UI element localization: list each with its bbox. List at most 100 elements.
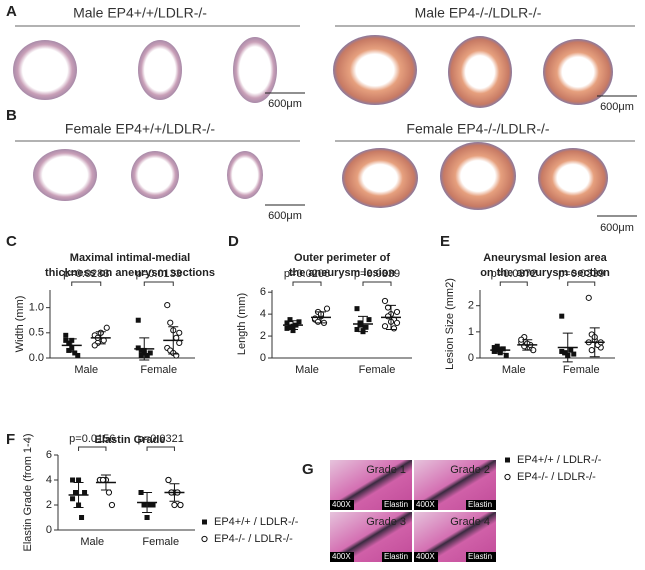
sd-bar bbox=[139, 337, 150, 361]
tag-bg bbox=[330, 500, 354, 510]
scale-label: 600μm bbox=[600, 222, 634, 234]
x-tick-label: Male bbox=[502, 364, 526, 376]
sd-bar bbox=[100, 474, 111, 491]
point bbox=[568, 347, 574, 353]
point bbox=[290, 328, 296, 334]
point bbox=[287, 317, 293, 323]
p-value: p=0.0339 bbox=[558, 268, 604, 280]
y-tick-label: 2 bbox=[46, 499, 52, 511]
chart-title: Aneurysmal lesion area bbox=[483, 252, 607, 264]
y-tick-label: 4 bbox=[260, 308, 266, 320]
point bbox=[171, 501, 178, 509]
point bbox=[135, 345, 141, 351]
p-value: p=0.0372 bbox=[491, 268, 537, 280]
y-axis-label: Width (mm) bbox=[14, 296, 26, 353]
y-tick-label: 1 bbox=[468, 326, 474, 338]
significance-bracket bbox=[567, 281, 596, 286]
chart-title: Outer perimeter of bbox=[294, 252, 390, 264]
point bbox=[588, 347, 595, 354]
sd-bar bbox=[169, 483, 180, 502]
legend-marker bbox=[201, 535, 208, 543]
point bbox=[366, 317, 372, 323]
point bbox=[357, 322, 363, 328]
panel-label: G bbox=[302, 461, 314, 478]
sd-bar bbox=[589, 327, 600, 358]
point bbox=[164, 302, 171, 309]
sd-bar bbox=[288, 320, 298, 330]
y-tick-label: 4 bbox=[46, 474, 52, 486]
point bbox=[494, 343, 500, 349]
point bbox=[296, 319, 302, 325]
sd-bar bbox=[168, 326, 179, 355]
group-title: Male EP4+/+/LDLR-/- bbox=[73, 5, 207, 21]
magnification: 400X bbox=[332, 552, 351, 561]
y-axis-label: Length (mm) bbox=[236, 293, 248, 355]
point bbox=[500, 346, 506, 352]
y-tick-label: 6 bbox=[46, 449, 52, 461]
y-tick-label: 2 bbox=[260, 330, 266, 342]
group-title: Female EP4+/+/LDLR-/- bbox=[65, 121, 216, 137]
tag-bg bbox=[382, 500, 412, 510]
point bbox=[70, 496, 76, 502]
p-value: p=0.0339 bbox=[354, 268, 400, 280]
tag-bg bbox=[414, 552, 438, 562]
point bbox=[144, 515, 150, 520]
group-title: Male EP4-/-/LDLR-/- bbox=[415, 5, 542, 21]
panel-label: D bbox=[228, 233, 239, 250]
scale-label: 600μm bbox=[268, 210, 302, 222]
tag-bg bbox=[382, 552, 412, 562]
tile-label: Grade 1 bbox=[366, 464, 406, 476]
sd-bar bbox=[142, 492, 153, 513]
x-tick-label: Male bbox=[80, 536, 104, 548]
tag-bg bbox=[466, 500, 496, 510]
tile-label: Grade 2 bbox=[450, 464, 490, 476]
point bbox=[138, 490, 144, 495]
section bbox=[131, 151, 179, 199]
section bbox=[538, 148, 608, 208]
section bbox=[440, 142, 516, 210]
point bbox=[135, 317, 141, 323]
point bbox=[381, 323, 389, 330]
point bbox=[73, 490, 79, 495]
chart-title: Maximal intimal-medial bbox=[70, 252, 190, 264]
x-tick-label: Male bbox=[74, 364, 98, 376]
point bbox=[63, 337, 69, 343]
p-value: p=0.0206 bbox=[284, 268, 330, 280]
stain: Elastin bbox=[468, 552, 492, 561]
point bbox=[103, 324, 110, 331]
section bbox=[448, 36, 512, 108]
significance-bracket bbox=[292, 281, 322, 286]
tag-bg bbox=[414, 500, 438, 510]
y-tick-label: 0.5 bbox=[29, 327, 44, 339]
x-tick-label: Female bbox=[359, 364, 396, 376]
x-tick-label: Male bbox=[295, 364, 319, 376]
sd-bar bbox=[95, 331, 106, 345]
point bbox=[354, 306, 360, 312]
panel-label: E bbox=[440, 233, 450, 250]
sd-bar bbox=[73, 482, 84, 508]
chart: C Maximal intimal-medial thickness on aneu… bbox=[6, 233, 215, 376]
p-value: p=0.0321 bbox=[138, 433, 184, 445]
significance-bracket bbox=[499, 281, 528, 286]
sd-bar bbox=[316, 311, 326, 324]
significance-bracket bbox=[362, 281, 392, 286]
legend-label: EP4-/- / LDLR-/- bbox=[517, 471, 596, 483]
magnification: 400X bbox=[332, 500, 351, 509]
legend-label: EP4+/+ / LDLR-/- bbox=[517, 454, 602, 466]
sd-bar bbox=[66, 338, 77, 353]
section bbox=[543, 39, 613, 105]
tile-label: Grade 4 bbox=[450, 516, 490, 528]
point bbox=[559, 313, 565, 319]
magnification: 400X bbox=[416, 552, 435, 561]
significance-bracket bbox=[71, 281, 102, 286]
point bbox=[147, 502, 153, 508]
x-tick-label: Female bbox=[142, 536, 179, 548]
scale-label: 600μm bbox=[268, 98, 302, 110]
p-value: p=0.0283 bbox=[63, 268, 109, 280]
point bbox=[105, 489, 113, 496]
chart: D Outer perimeter of the aneurysm lesion Le… bbox=[228, 233, 412, 376]
panel-label: F bbox=[6, 431, 15, 448]
section bbox=[138, 40, 182, 100]
chart: E Aneurysmal lesion area on the aneurysm s… bbox=[440, 233, 615, 483]
